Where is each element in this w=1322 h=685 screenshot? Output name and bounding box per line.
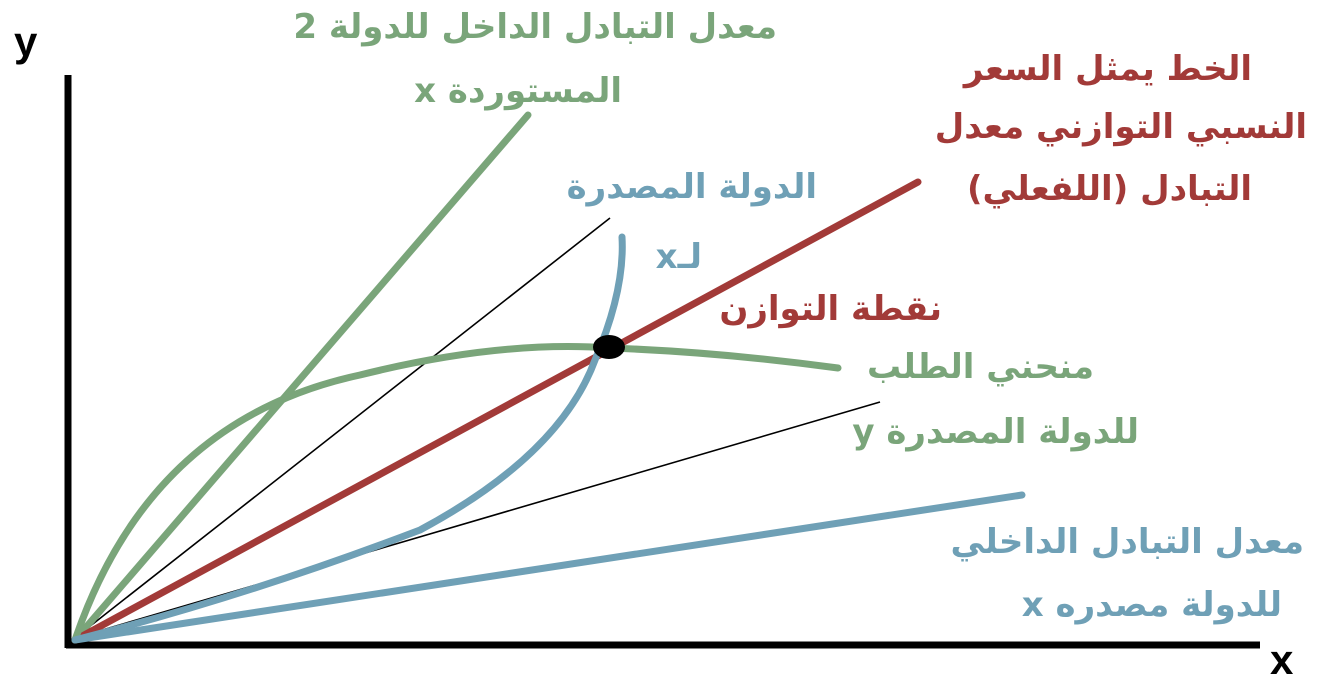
red-terms-of-trade-line <box>71 178 922 644</box>
red-line-label-line2: النسبي التوازني معدل <box>934 107 1307 147</box>
green-steep-rate-line <box>71 111 532 644</box>
thin-black-upper-line <box>74 217 611 639</box>
y-axis-label: y <box>14 18 38 65</box>
green-rate-label-line1: معدل التبادل الداخل للدولة 2 <box>293 7 777 47</box>
blue-shallow-rate-line <box>71 491 1026 644</box>
demand-curve-label-line1: منحني الطلب <box>867 347 1094 387</box>
equilibrium-label: نقطة التوازن <box>719 289 942 329</box>
red-line-label-line3: التبادل (اللفعلي) <box>966 169 1252 209</box>
green-rate-label-line2: المستوردة x <box>414 71 622 111</box>
blue-offer-curve <box>71 233 626 644</box>
blue-rate-label-line1: معدل التبادل الداخلي <box>950 522 1304 562</box>
equilibrium-point <box>593 335 625 359</box>
blue-exporter-label-line1: الدولة المصدرة <box>566 167 817 207</box>
green-demand-curve <box>71 343 842 644</box>
x-axis-label: x <box>1270 636 1294 683</box>
red-line-label-line1: الخط يمثل السعر <box>963 49 1252 89</box>
blue-exporter-label-line2: لـx <box>655 237 702 277</box>
thin-black-lower-line <box>74 401 881 639</box>
blue-rate-label-line2: للدولة مصدره x <box>1021 585 1282 625</box>
demand-curve-label-line2: للدولة المصدرة y <box>852 412 1139 452</box>
